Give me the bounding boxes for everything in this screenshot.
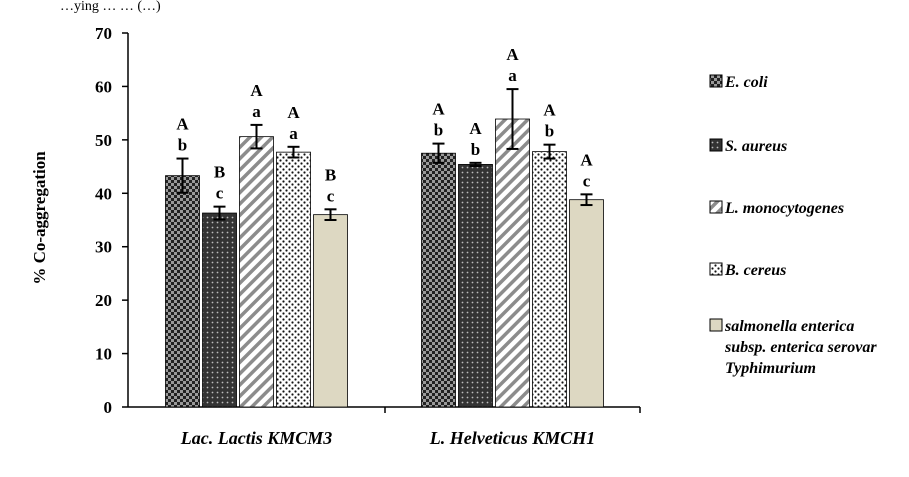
bar	[239, 136, 274, 408]
legend-label: salmonella enterica	[724, 318, 854, 335]
bars	[165, 118, 604, 408]
legend-label: B. cereus	[724, 262, 786, 279]
significance-letter-lower: c	[216, 184, 224, 203]
bar	[313, 214, 348, 408]
bar	[165, 175, 200, 408]
significance-letter-lower: a	[252, 102, 261, 121]
top-caption: …ying … … (…)	[60, 0, 161, 14]
y-tick-label: 40	[95, 184, 112, 203]
significance-letter-lower: b	[545, 122, 554, 141]
legend-label: subsp. enterica serovar	[724, 339, 877, 356]
legend-label: E. coli	[724, 74, 768, 91]
significance-letter-upper: B	[214, 163, 225, 182]
legend-swatch	[709, 138, 723, 152]
bar	[421, 152, 456, 408]
legend-label: Typhimurium	[725, 360, 816, 377]
y-tick-label: 50	[95, 131, 112, 150]
legend-swatch	[709, 318, 723, 332]
y-tick-label: 0	[104, 398, 113, 417]
bar	[202, 212, 237, 408]
bar	[276, 151, 311, 408]
significance-letter-upper: A	[432, 100, 445, 119]
bar	[532, 151, 567, 408]
y-ticks: 0 10 20 30 40 50 60 70	[95, 24, 128, 417]
significance-letter-upper: A	[250, 81, 263, 100]
significance-letter-lower: a	[508, 66, 517, 85]
legend-swatch	[709, 200, 723, 214]
significance-letter-lower: b	[434, 121, 443, 140]
significance-letter-lower: b	[178, 136, 187, 155]
legend-label: S. aureus	[725, 138, 787, 155]
y-tick-label: 20	[95, 291, 112, 310]
significance-letter-lower: c	[327, 186, 335, 205]
bar	[458, 164, 493, 408]
bar	[569, 199, 604, 408]
category-labels: Lac. Lactis KMCM3 L. Helveticus KMCH1	[180, 428, 596, 448]
significance-letter-upper: A	[469, 119, 482, 138]
significance-letter-lower: a	[289, 124, 298, 143]
significance-letter-upper: A	[287, 103, 300, 122]
significance-letter-upper: B	[325, 165, 336, 184]
y-tick-label: 60	[95, 77, 112, 96]
bar	[495, 118, 530, 408]
legend-swatch	[709, 74, 723, 88]
significance-letter-upper: A	[580, 150, 593, 169]
y-axis-label: % Co-aggregation	[30, 151, 49, 285]
significance-letter-lower: b	[471, 140, 480, 159]
legend-label: L. monocytogenes	[724, 200, 844, 217]
y-tick-label: 70	[95, 24, 112, 43]
error-bars	[176, 88, 593, 221]
category-label: Lac. Lactis KMCM3	[180, 428, 333, 448]
significance-letter-lower: c	[583, 171, 591, 190]
legend-swatch	[709, 262, 723, 276]
y-tick-label: 10	[95, 345, 112, 364]
significance-letter-upper: A	[506, 45, 519, 64]
legend: E. coli S. aureus L. monocytogenes B. cereu…	[709, 74, 877, 377]
y-tick-label: 30	[95, 238, 112, 257]
significance-letter-upper: A	[176, 115, 189, 134]
significance-letter-upper: A	[543, 101, 556, 120]
category-label: L. Helveticus KMCH1	[429, 428, 596, 448]
